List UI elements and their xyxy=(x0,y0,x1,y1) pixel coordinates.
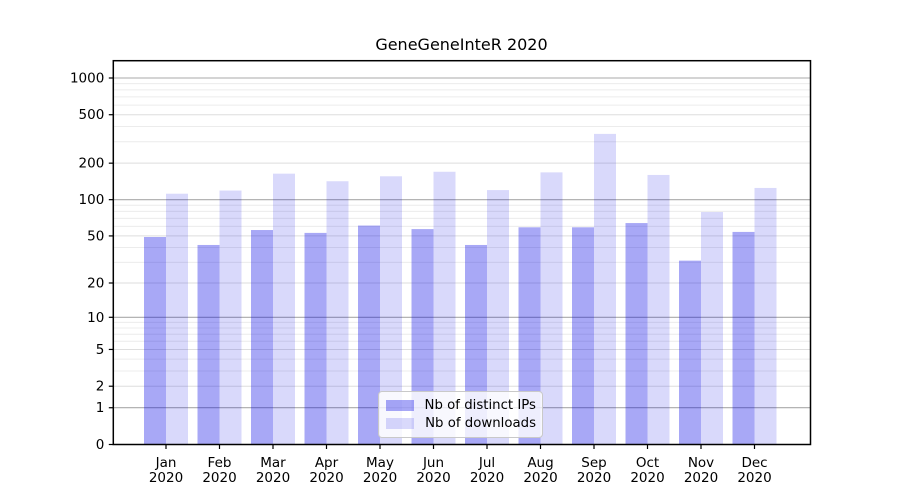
bar-distinct-ips-aug xyxy=(518,227,541,445)
x-tick-label-year: 2020 xyxy=(470,470,504,486)
x-tick-label-year: 2020 xyxy=(363,470,397,486)
bar-downloads-nov xyxy=(701,212,723,445)
x-tick-label-month: Oct xyxy=(636,455,659,471)
y-tick-label: 20 xyxy=(87,275,104,291)
bar-distinct-ips-dec xyxy=(732,231,755,445)
legend: Nb of distinct IPs Nb of downloads xyxy=(378,391,543,438)
bar-distinct-ips-nov xyxy=(679,260,701,445)
bar-distinct-ips-apr xyxy=(304,232,327,445)
y-tick-label: 200 xyxy=(79,156,105,172)
legend-item-distinct-ips: Nb of distinct IPs xyxy=(386,398,536,413)
bar-downloads-feb xyxy=(219,190,242,445)
legend-swatch-distinct-ips xyxy=(386,399,414,411)
x-tick-label-year: 2020 xyxy=(149,470,183,486)
bar-distinct-ips-sep xyxy=(572,227,594,445)
y-tick-label: 10 xyxy=(87,310,104,326)
x-tick-label-month: Apr xyxy=(315,455,339,471)
bar-downloads-mar xyxy=(273,173,295,445)
y-tick-label: 2 xyxy=(96,379,105,395)
y-tick-label: 500 xyxy=(79,107,105,123)
bar-distinct-ips-jun xyxy=(411,229,434,445)
legend-label-distinct-ips: Nb of distinct IPs xyxy=(424,397,536,413)
bar-distinct-ips-may xyxy=(358,225,380,445)
x-tick-label-year: 2020 xyxy=(202,470,236,486)
x-tick-label-year: 2020 xyxy=(630,470,664,486)
y-tick-label: 50 xyxy=(87,228,104,244)
legend-item-downloads: Nb of downloads xyxy=(386,416,536,431)
y-tick-label: 0 xyxy=(96,437,105,453)
x-tick-label-year: 2020 xyxy=(577,470,611,486)
x-tick-label-month: May xyxy=(366,455,394,471)
bar-downloads-jul xyxy=(487,190,509,445)
x-tick-label-year: 2020 xyxy=(416,470,450,486)
bar-downloads-jan xyxy=(166,193,188,445)
bar-downloads-apr xyxy=(326,181,349,445)
bar-distinct-ips-feb xyxy=(197,244,220,445)
legend-label-downloads: Nb of downloads xyxy=(425,416,536,432)
bar-downloads-oct xyxy=(647,174,670,445)
bar-downloads-sep xyxy=(594,133,616,445)
y-tick-label: 1000 xyxy=(70,71,104,87)
y-tick-label: 100 xyxy=(79,192,105,208)
chart-title: GeneGeneInteR 2020 xyxy=(375,35,548,54)
x-tick-label-month: Sep xyxy=(581,455,606,471)
x-tick-label-month: Nov xyxy=(688,455,714,471)
x-tick-label-month: Jan xyxy=(155,455,177,471)
bar-distinct-ips-mar xyxy=(251,230,273,445)
x-tick-label-month: Mar xyxy=(260,455,286,471)
x-tick-label-year: 2020 xyxy=(309,470,343,486)
x-tick-label-month: Feb xyxy=(208,455,232,471)
x-tick-label-year: 2020 xyxy=(684,470,718,486)
x-tick-label-month: Jul xyxy=(478,455,495,471)
x-tick-label-year: 2020 xyxy=(523,470,557,486)
bar-downloads-dec xyxy=(754,187,777,445)
plot-frame xyxy=(112,59,812,446)
x-tick-label-year: 2020 xyxy=(737,470,771,486)
bar-downloads-jun xyxy=(433,171,456,445)
bar-downloads-may xyxy=(380,176,402,445)
x-tick-label-month: Dec xyxy=(741,455,767,471)
y-tick-label: 1 xyxy=(96,400,105,416)
x-tick-label-month: Aug xyxy=(527,455,553,471)
bar-distinct-ips-jan xyxy=(144,236,166,445)
y-tick-label: 5 xyxy=(96,342,105,358)
x-tick-label-month: Jun xyxy=(422,455,444,471)
x-tick-label-year: 2020 xyxy=(256,470,290,486)
bar-distinct-ips-oct xyxy=(625,223,648,445)
legend-swatch-downloads xyxy=(386,418,414,430)
bar-downloads-aug xyxy=(540,172,563,445)
